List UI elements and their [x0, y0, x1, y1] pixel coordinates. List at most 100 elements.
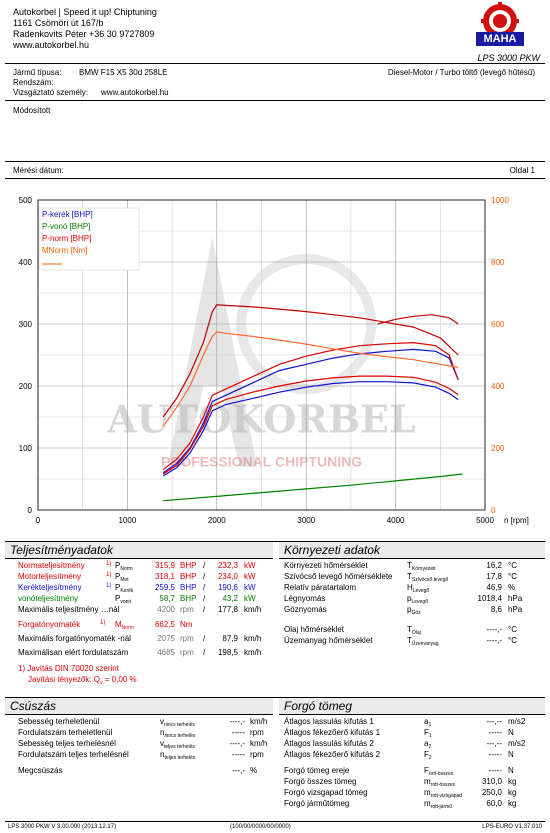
correction-factor: Javítási tényezők: Qv = 0,00 %: [28, 675, 137, 688]
row-separator: /: [203, 605, 206, 614]
vehicle-type-value: BMW F15 X5 30d 258LE: [79, 68, 168, 77]
row-unit: %: [250, 766, 258, 775]
date-label: Mérési dátum:: [13, 166, 64, 175]
row-unit-2: km/h: [244, 634, 262, 643]
row-value: 8,6: [490, 605, 502, 614]
row-unit-2: kW: [244, 594, 256, 603]
symbol: mrott-összes: [424, 777, 456, 788]
symbol-subscript: nincs terhelés: [164, 722, 195, 728]
row-label: Sebesség terheletlenül: [18, 717, 100, 726]
row-unit: hPa: [508, 605, 523, 614]
symbol: nteljes terhelés: [160, 750, 196, 761]
row-unit: N: [508, 766, 514, 775]
tester-value: www.autokorbel.hu: [101, 88, 169, 97]
symbol: PMot: [115, 572, 129, 583]
row-value-2: 177,8: [217, 605, 238, 614]
slip-row: Sebesség terheletlenül vnincs terhelés ---…: [18, 717, 268, 728]
symbol-subscript: Levegő: [412, 588, 430, 594]
vehicle-type-label: Jármű típusa:: [13, 68, 62, 77]
symbol-subscript: Kerék: [120, 588, 134, 594]
symbol: pGöz: [407, 605, 421, 616]
row-label: Normateljesítmény: [18, 561, 85, 570]
legend-label: P-kerék [BHP]: [42, 210, 93, 219]
row-footnote-mark: 1): [106, 583, 112, 589]
row-value-1: 662,5: [154, 620, 175, 629]
y-left-tick-label: 200: [19, 382, 33, 391]
row-unit: m/s2: [508, 717, 526, 726]
row-label: Szívócső levegő hőmérséklete: [284, 572, 393, 581]
symbol: vnincs terhelés: [160, 717, 195, 728]
symbol-subscript: rott-vizsgapad: [430, 793, 463, 799]
row-unit: %: [508, 583, 516, 592]
symbol-subscript: 1: [428, 733, 432, 739]
row-label: Fordulatszám terheletlenül: [18, 728, 113, 737]
series-line-1: [162, 381, 459, 477]
torque-row: Maximális forgatónyomaték -nál 2075 rpm / 87…: [18, 634, 268, 645]
symbol: mrott-jármű: [424, 799, 453, 810]
row-label: Átlagos lassulás kifutás 2: [284, 739, 374, 748]
plot-frame: [37, 199, 486, 511]
row-label: Légnyomás: [284, 594, 326, 603]
row-value-1: 4200: [157, 605, 175, 614]
slip-title: Csúszás: [10, 699, 57, 713]
symbol: mrott-vizsgapad: [424, 788, 463, 799]
tester-label: Vizsgáztató személy:: [13, 88, 88, 97]
rotating-mass-row: Forgó vizsgapad tömeg mrott-vizsgapad 250,…: [284, 788, 542, 799]
symbol-subscript: rott-összes: [428, 771, 454, 777]
performance-row: Maximális teljesítmény …nál 4200 rpm / 177,8…: [18, 605, 268, 616]
row-label: Forgó tömeg ereje: [284, 766, 350, 775]
y-left-tick-label: 100: [19, 444, 33, 453]
series-line-6: [162, 331, 459, 427]
row-unit-1: rpm: [180, 605, 194, 614]
symbol-subscript: vonó: [120, 599, 132, 605]
row-separator: /: [203, 648, 206, 657]
row-unit: kg: [508, 799, 517, 808]
symbol-subscript: 1: [428, 722, 432, 728]
x-tick-label: 5000: [476, 516, 494, 525]
symbol: a1: [424, 717, 432, 728]
row-unit: N: [508, 728, 514, 737]
row-value-1: 315,9: [154, 561, 175, 570]
y-right-tick-label: 200: [491, 444, 505, 453]
row-value: -----: [488, 728, 502, 737]
row-value: ----,-: [229, 717, 245, 726]
row-unit: °C: [508, 561, 517, 570]
row-label: Átlagos fékezőerő kifutás 2: [284, 750, 381, 759]
symbol: F1: [424, 728, 432, 739]
row-label: Üzemanyag hőmérséklet: [284, 636, 373, 645]
environment-row: Olaj hőmérséklet TOlaj ----,- °C: [284, 625, 542, 636]
row-unit: °C: [508, 625, 517, 634]
rotating-mass-row: Átlagos lassulás kifutás 1 a1 ---,-- m/s2: [284, 717, 542, 728]
series-line-5: [162, 304, 459, 418]
x-tick-label: 0: [36, 516, 41, 525]
company-name: Autokorbel | Speed it up! Chiptuning: [13, 7, 157, 17]
row-label: Megcsúszás: [18, 766, 63, 775]
rotating-mass-row: Forgó tömeg ereje Frott-összes ----- N: [284, 766, 542, 777]
watermark-text: AUTOKORBEL: [106, 397, 416, 442]
row-unit: kg: [508, 788, 517, 797]
symbol: F2: [424, 750, 432, 761]
slip-row: Megcsúszás ---,-%: [18, 766, 268, 777]
symbol-subscript: rott-összes: [430, 782, 456, 788]
row-value: 17,8: [486, 572, 502, 581]
symbol-subscript: teljes terhelés: [164, 744, 195, 750]
series-line-7: [377, 314, 459, 325]
performance-row: vonóteljesítmény Pvonó 58,7 BHP / 43,2 kW: [18, 594, 268, 605]
x-tick-label: 1000: [119, 516, 137, 525]
rotating-mass-title: Forgó tömeg: [284, 699, 353, 713]
row-label: Relatív páratartalom: [284, 583, 357, 592]
row-label: Forgó összes tömeg: [284, 777, 357, 786]
series-line-2: [163, 473, 463, 502]
row-value: ---,--: [486, 739, 502, 748]
performance-row: Normateljesítmény 1) PNorm 315,9 BHP / 232,3 kW: [18, 561, 268, 572]
performance-row: Kerékteljesítmény 1) PKerék 259,5 BHP / 190,6 k…: [18, 583, 268, 594]
product-name: LPS 3000 PKW: [477, 53, 540, 63]
modified-label: Módosított: [13, 106, 51, 115]
row-unit: hPa: [508, 594, 523, 603]
symbol: PNorm: [115, 561, 133, 572]
row-value-1: 318,1: [154, 572, 175, 581]
row-value: ---,-: [232, 766, 245, 775]
row-value-2: 190,6: [217, 583, 238, 592]
row-value-2: 198,5: [217, 648, 238, 657]
y-right-tick-label: 1000: [491, 196, 509, 205]
